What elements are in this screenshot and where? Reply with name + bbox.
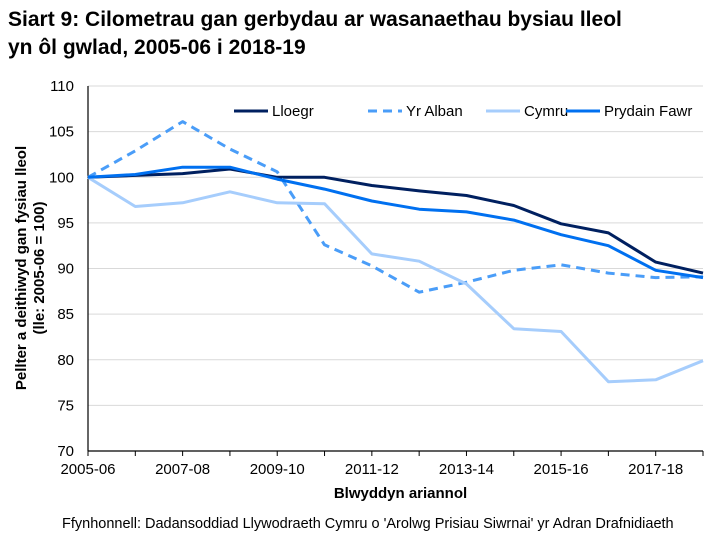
y-tick-label: 110 <box>50 78 74 95</box>
chart-title: Siart 9: Cilometrau gan gerbydau ar wasa… <box>8 6 622 62</box>
y-tick-label: 70 <box>57 443 74 460</box>
y-axis-title-line-2: (lle: 2005-06 = 100) <box>31 201 48 334</box>
x-axis-title: Blwyddyn ariannol <box>334 485 467 502</box>
x-tick-label: 2013-14 <box>439 461 494 478</box>
y-tick-label: 105 <box>49 124 74 141</box>
legend-label: Yr Alban <box>406 103 463 120</box>
series-line-lloegr <box>87 167 704 275</box>
x-tick-label: 2007-08 <box>155 461 210 478</box>
legend-label: Prydain Fawr <box>604 103 692 120</box>
series-line-cymru <box>87 176 704 384</box>
y-tick-label: 100 <box>49 169 74 186</box>
chart-title-line-2: yn ôl gwlad, 2005-06 i 2018-19 <box>8 36 306 59</box>
y-tick-label: 90 <box>57 261 74 278</box>
chart-title-line-1: Siart 9: Cilometrau gan gerbydau ar wasa… <box>8 8 622 31</box>
y-tick-label: 95 <box>57 215 74 232</box>
y-axis-title-line-1: Pellter a deithiwyd gan fysiau lleol <box>13 146 30 390</box>
x-tick-label: 2005-06 <box>60 461 115 478</box>
legend-label: Cymru <box>524 103 568 120</box>
x-tick-label: 2017-18 <box>628 461 683 478</box>
y-tick-label: 80 <box>57 352 74 369</box>
legend-label: Lloegr <box>272 103 314 120</box>
x-tick-label: 2011-12 <box>345 461 399 478</box>
series-line-yr-alban <box>87 120 704 294</box>
source-note: Ffynhonnell: Dadansoddiad Llywodraeth Cy… <box>62 516 674 532</box>
y-tick-label: 75 <box>57 397 74 414</box>
x-tick-label: 2015-16 <box>534 461 589 478</box>
series-line-prydain-fawr <box>87 165 704 280</box>
y-tick-label: 85 <box>57 306 74 323</box>
x-tick-label: 2009-10 <box>250 461 305 478</box>
